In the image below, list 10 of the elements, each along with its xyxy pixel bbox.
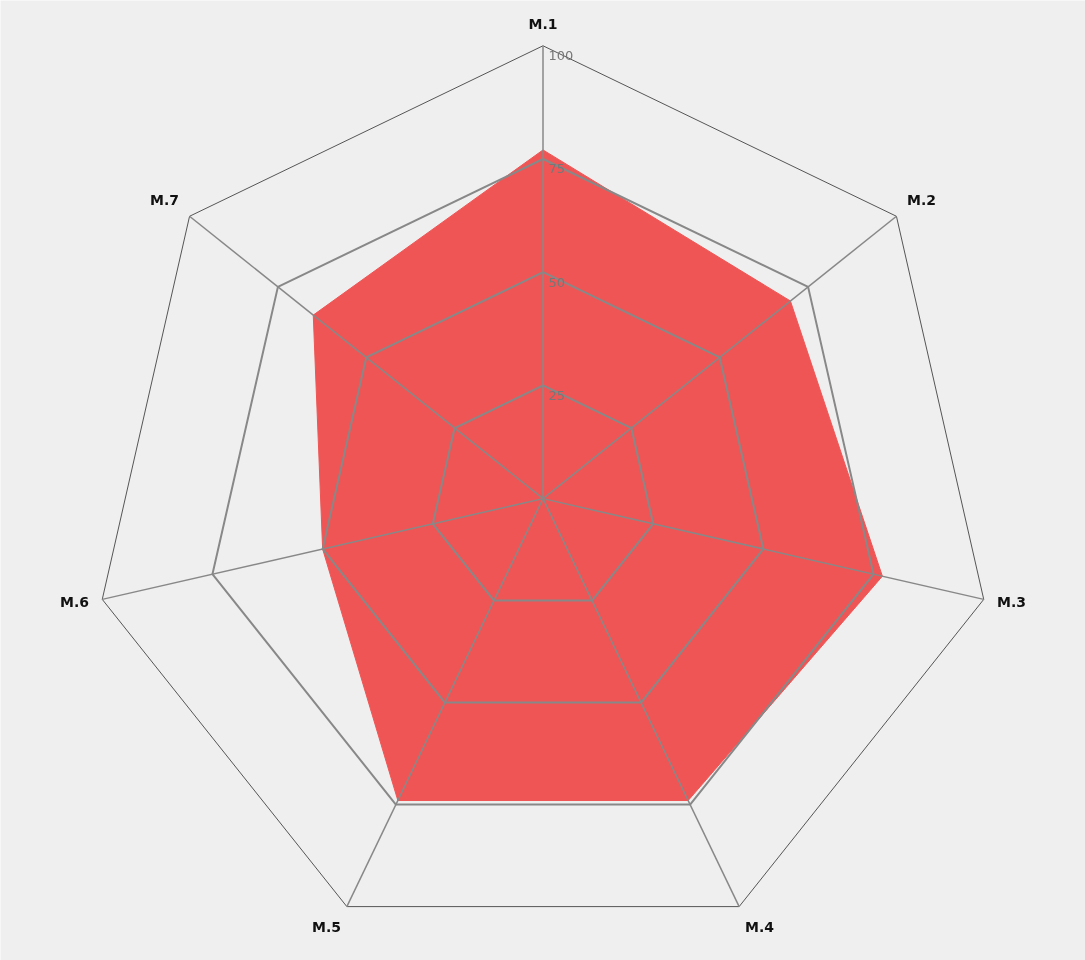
y-tick-label: 50: [548, 274, 565, 290]
spoke-label: M.2: [907, 191, 937, 208]
y-tick-label: 25: [548, 387, 565, 403]
spoke-label: M.7: [149, 191, 179, 208]
spoke-label: M.4: [745, 918, 775, 935]
spoke-label: M.3: [996, 594, 1026, 611]
y-tick-label: 75: [548, 161, 565, 177]
spoke-label: M.5: [311, 918, 341, 935]
spoke-label: M.6: [60, 594, 90, 611]
spoke-label: M.1: [528, 16, 558, 33]
